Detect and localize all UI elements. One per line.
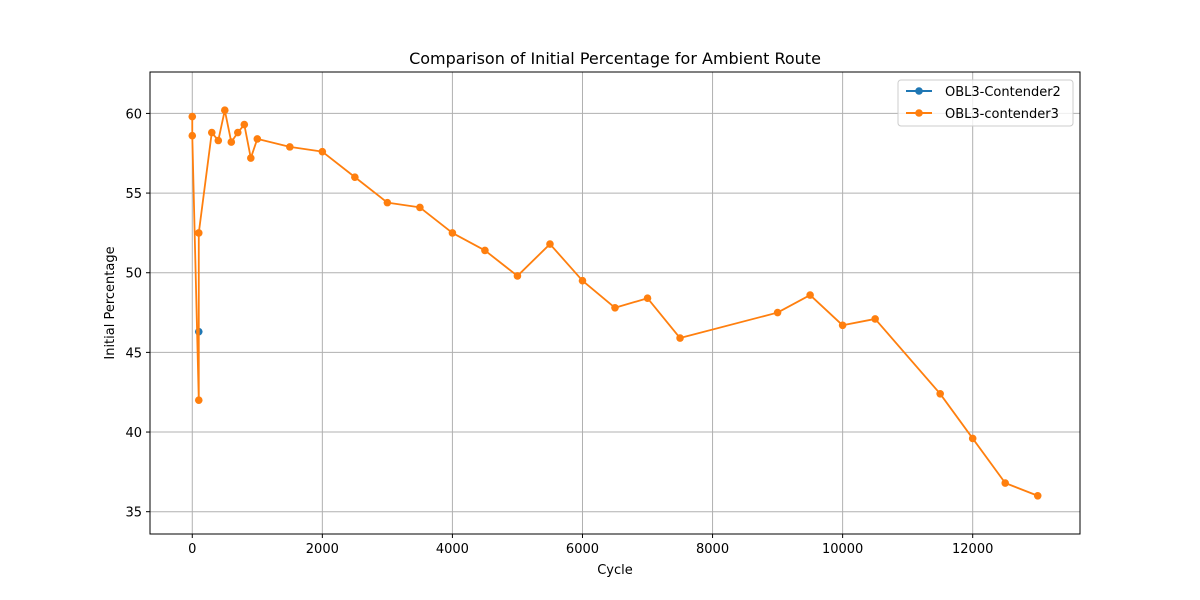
series-1 <box>188 106 1042 500</box>
data-point <box>936 390 944 398</box>
data-point <box>253 135 262 143</box>
legend-marker-contender3 <box>915 109 923 117</box>
data-point <box>220 106 229 115</box>
data-point <box>968 434 977 443</box>
x-axis-label: Cycle <box>597 563 633 578</box>
data-point <box>351 173 359 181</box>
legend-label-contender3: OBL3-contender3 <box>945 107 1059 122</box>
x-tick-label: 4000 <box>436 542 469 557</box>
data-point <box>416 203 424 212</box>
data-point <box>247 154 255 162</box>
data-point <box>773 308 782 317</box>
grid <box>150 72 1080 534</box>
legend-marker-contender2 <box>915 87 923 95</box>
y-tick-label: 50 <box>125 267 142 282</box>
plot-area <box>149 71 1081 535</box>
data-point <box>1033 491 1042 500</box>
data-point <box>188 112 197 121</box>
data-point <box>481 246 489 255</box>
data-point <box>240 120 249 129</box>
data-point <box>188 131 197 140</box>
x-axis: 0 2000 4000 6000 8000 10000 12000 <box>188 534 993 557</box>
y-axis-label: Initial Percentage <box>103 246 118 359</box>
legend-box <box>897 79 1074 127</box>
data-point <box>871 315 879 323</box>
y-tick-label: 40 <box>125 426 142 441</box>
data-point <box>448 229 457 237</box>
data-point <box>194 396 203 404</box>
y-tick-label: 60 <box>125 107 142 122</box>
x-tick-label: 10000 <box>822 542 863 557</box>
data-point <box>611 303 619 312</box>
data-point <box>643 294 652 303</box>
data-point <box>578 276 587 285</box>
data-point <box>233 128 242 137</box>
data-point <box>513 272 522 280</box>
y-tick-label: 45 <box>125 346 142 361</box>
x-tick-label: 12000 <box>952 542 993 557</box>
y-tick-label: 55 <box>125 187 142 202</box>
chart-title: Comparison of Initial Percentage for Amb… <box>409 49 821 68</box>
data-point <box>676 334 684 342</box>
x-tick-label: 8000 <box>696 542 729 557</box>
x-tick-label: 0 <box>188 542 196 557</box>
data-point <box>318 147 327 156</box>
data-point <box>383 198 392 207</box>
x-tick-label: 2000 <box>306 542 339 557</box>
data-point <box>214 136 223 145</box>
data-point <box>286 143 294 151</box>
y-axis: 35 40 45 50 55 60 <box>125 107 150 521</box>
data-point <box>546 240 554 248</box>
legend-label-contender2: OBL3-Contender2 <box>945 85 1061 100</box>
y-tick-label: 35 <box>125 506 142 521</box>
data-point <box>194 229 203 237</box>
data-point <box>806 291 814 299</box>
data-point <box>227 138 236 146</box>
x-tick-label: 6000 <box>566 542 599 557</box>
series-layer <box>188 106 1042 500</box>
data-point <box>1001 479 1010 487</box>
data-point <box>838 321 847 330</box>
legend: OBL3-Contender2 OBL3-contender3 <box>897 79 1074 127</box>
data-point <box>207 128 216 137</box>
